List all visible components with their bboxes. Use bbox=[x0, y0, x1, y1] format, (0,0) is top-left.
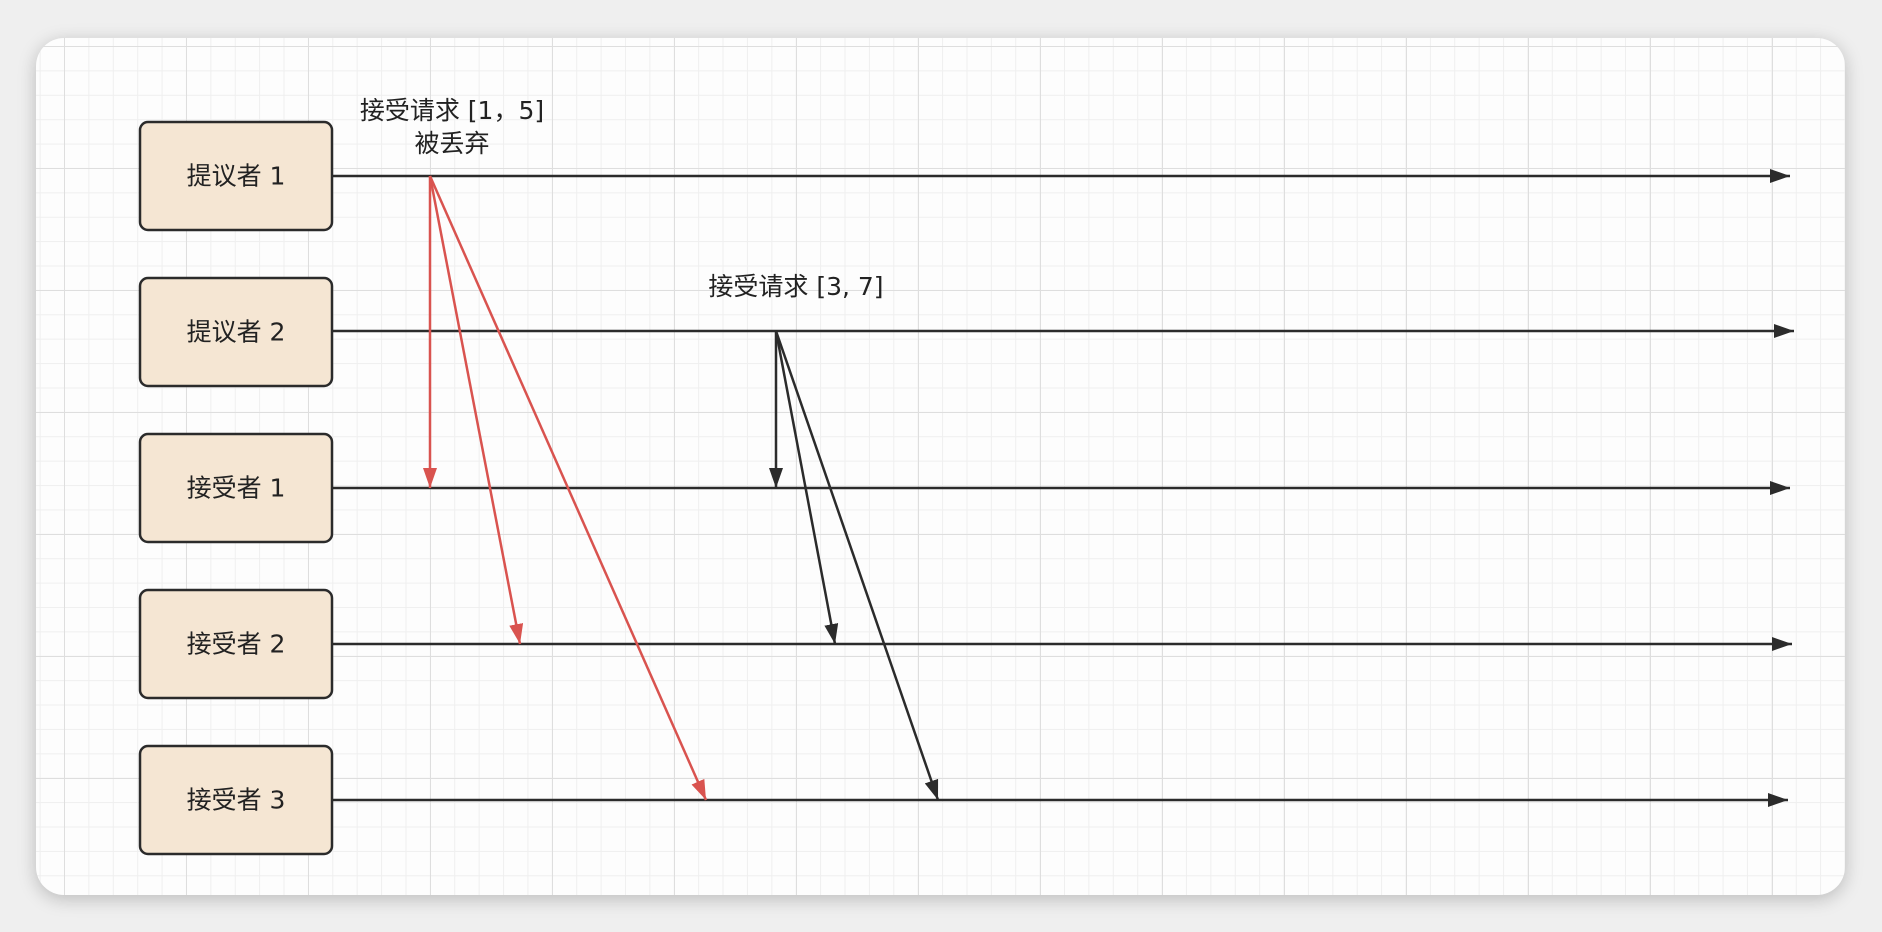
node-proposer-1[interactable]: 提议者 1 bbox=[138, 120, 334, 232]
accepted-messages bbox=[769, 330, 940, 801]
node-label-acceptor-1: 接受者 1 bbox=[187, 474, 286, 503]
node-acceptor-2[interactable]: 接受者 2 bbox=[138, 588, 334, 700]
node-proposer-2[interactable]: 提议者 2 bbox=[138, 276, 334, 388]
discarded-messages bbox=[423, 175, 708, 801]
diagram-canvas: 接受请求 [1，5] 被丢弃 接受请求 [3, 7] 提议者 1 提议者 2 接… bbox=[36, 38, 1845, 895]
annotation-request-1-line1: 接受请求 [1，5] bbox=[360, 96, 544, 125]
node-label-acceptor-2: 接受者 2 bbox=[187, 630, 286, 659]
node-label-proposer-1: 提议者 1 bbox=[187, 162, 286, 191]
node-acceptor-1[interactable]: 接受者 1 bbox=[138, 432, 334, 544]
message-p1-to-a3 bbox=[428, 175, 708, 801]
node-label-acceptor-3: 接受者 3 bbox=[187, 786, 286, 815]
paxos-timeline-diagram: 接受请求 [1，5] 被丢弃 接受请求 [3, 7] 提议者 1 提议者 2 接… bbox=[138, 96, 1794, 856]
annotation-request-1-line2: 被丢弃 bbox=[414, 129, 489, 158]
annotation-request-2: 接受请求 [3, 7] bbox=[708, 272, 883, 301]
node-label-proposer-2: 提议者 2 bbox=[187, 318, 286, 347]
message-p1-to-a2 bbox=[428, 175, 524, 645]
node-acceptor-3[interactable]: 接受者 3 bbox=[138, 744, 334, 856]
timelines bbox=[332, 169, 1794, 807]
message-p2-to-a3 bbox=[774, 330, 940, 801]
message-p2-to-a2 bbox=[774, 330, 839, 645]
